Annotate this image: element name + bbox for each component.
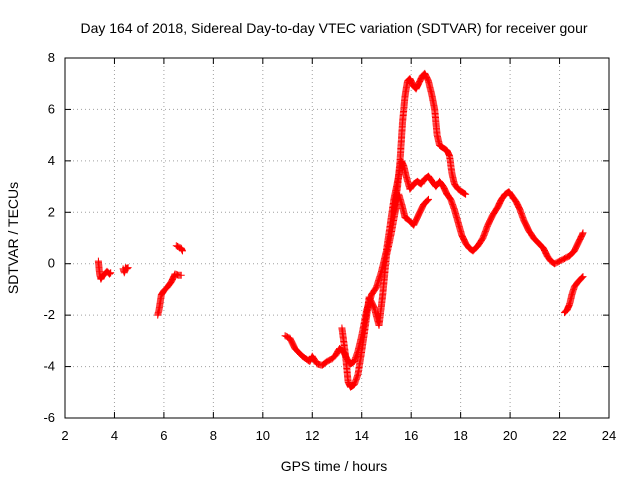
y-tick-label: -6 xyxy=(43,410,55,425)
x-tick-label: 20 xyxy=(503,428,517,443)
x-tick-label: 22 xyxy=(552,428,566,443)
series-segment xyxy=(561,273,587,317)
x-tick-label: 4 xyxy=(111,428,118,443)
series-segment xyxy=(172,242,186,255)
x-tick-label: 8 xyxy=(210,428,217,443)
data-point-markers xyxy=(561,273,587,317)
x-axis-label: GPS time / hours xyxy=(281,458,388,474)
x-tick-label: 16 xyxy=(404,428,418,443)
y-tick-label: 2 xyxy=(48,204,55,219)
series-segment xyxy=(94,257,115,283)
x-tick-label: 24 xyxy=(602,428,616,443)
x-tick-label: 6 xyxy=(160,428,167,443)
data-point-markers xyxy=(154,270,185,319)
data-point-markers xyxy=(390,69,470,216)
x-tick-label: 18 xyxy=(453,428,467,443)
y-tick-label: 6 xyxy=(48,101,55,116)
x-tick-label: 2 xyxy=(61,428,68,443)
y-tick-label: -4 xyxy=(43,359,55,374)
grid xyxy=(65,58,609,418)
series-segment xyxy=(119,264,132,277)
series-segment xyxy=(281,157,587,369)
x-tick-label: 12 xyxy=(305,428,319,443)
plot-frame xyxy=(64,57,610,419)
data-points xyxy=(94,69,587,391)
axis-ticks xyxy=(64,57,610,419)
y-tick-label: 8 xyxy=(48,50,55,65)
data-point-markers xyxy=(94,257,115,283)
x-tick-label: 10 xyxy=(256,428,270,443)
y-tick-label: 0 xyxy=(48,256,55,271)
data-point-markers xyxy=(281,157,587,369)
y-tick-label: -2 xyxy=(43,307,55,322)
data-point-markers xyxy=(119,264,132,277)
series-segment xyxy=(154,270,185,319)
y-tick-label: 4 xyxy=(48,153,55,168)
series-segment xyxy=(390,69,470,216)
chart-title: Day 164 of 2018, Sidereal Day-to-day VTE… xyxy=(80,20,587,36)
x-tick-label: 14 xyxy=(354,428,368,443)
data-point-markers xyxy=(172,242,186,255)
y-axis-label: SDTVAR / TECUs xyxy=(5,182,21,294)
